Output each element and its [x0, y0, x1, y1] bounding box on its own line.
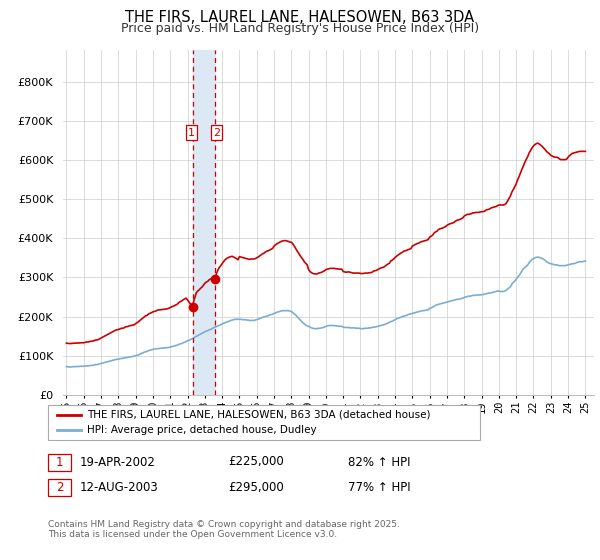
Text: £295,000: £295,000	[228, 480, 284, 494]
Text: Price paid vs. HM Land Registry's House Price Index (HPI): Price paid vs. HM Land Registry's House …	[121, 22, 479, 35]
Text: THE FIRS, LAUREL LANE, HALESOWEN, B63 3DA: THE FIRS, LAUREL LANE, HALESOWEN, B63 3D…	[125, 10, 475, 25]
Text: 2: 2	[56, 480, 63, 494]
Text: 19-APR-2002: 19-APR-2002	[79, 455, 155, 469]
Text: 1: 1	[188, 128, 195, 138]
Text: 12-AUG-2003: 12-AUG-2003	[79, 480, 158, 494]
Text: HPI: Average price, detached house, Dudley: HPI: Average price, detached house, Dudl…	[87, 425, 317, 435]
Text: 77% ↑ HPI: 77% ↑ HPI	[348, 480, 410, 494]
Text: THE FIRS, LAUREL LANE, HALESOWEN, B63 3DA (detached house): THE FIRS, LAUREL LANE, HALESOWEN, B63 3D…	[87, 409, 431, 419]
Text: 1: 1	[56, 455, 63, 469]
Text: Contains HM Land Registry data © Crown copyright and database right 2025.
This d: Contains HM Land Registry data © Crown c…	[48, 520, 400, 539]
Text: 82% ↑ HPI: 82% ↑ HPI	[348, 455, 410, 469]
Text: £225,000: £225,000	[228, 455, 284, 469]
Text: 2: 2	[213, 128, 220, 138]
Bar	[193, 50, 215, 395]
